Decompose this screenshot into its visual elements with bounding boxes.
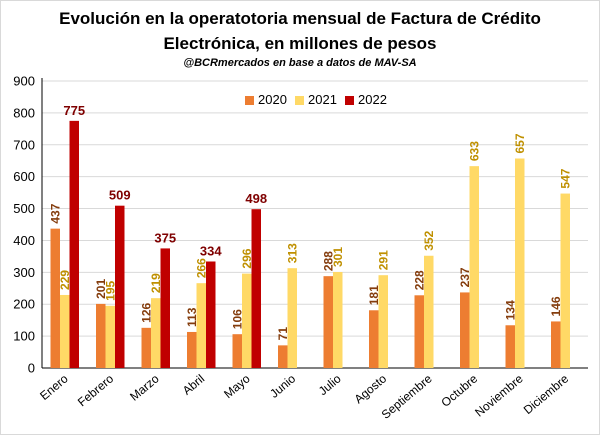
bar-2021-octubre [469,166,479,368]
data-label: 291 [376,250,390,270]
bar-2020-julio [323,276,333,368]
x-tick-label: Mayo [221,371,253,401]
bar-2020-mayo [232,334,242,368]
data-label: 288 [321,251,335,271]
data-label: 71 [276,327,290,341]
y-tick-label: 200 [13,297,35,312]
data-label: 237 [458,267,472,287]
y-tick-label: 100 [13,329,35,344]
bar-2020-octubre [460,292,470,368]
data-label: 498 [245,191,267,206]
bar-2020-enero [50,228,60,368]
y-tick-label: 300 [13,265,35,280]
x-tick-label: Septiembre [379,371,435,421]
legend-label-2022: 2022 [358,92,387,107]
data-label: 352 [422,230,436,250]
legend-swatch-2021 [295,96,304,105]
bar-2021-enero [60,294,70,368]
chart-subtitle: @BCRmercados en base a datos de MAV-SA [183,57,417,69]
bar-2021-abril [196,283,206,368]
data-label: 334 [200,243,222,258]
bar-2022-febrero [115,205,125,368]
x-tick-label: Agosto [352,371,390,406]
chart-title-line2: Electrónica, en millones de pesos [163,34,437,53]
data-label: 437 [48,203,62,223]
chart-title-line1: Evolución en la operatotoria mensual de … [59,9,541,28]
data-label: 296 [240,248,254,268]
x-tick-label: Diciembre [521,371,572,417]
y-tick-label: 500 [13,201,35,216]
data-label: 229 [58,270,72,290]
y-tick-label: 600 [13,169,35,184]
data-label: 509 [109,188,131,203]
y-tick-label: 700 [13,137,35,152]
bar-2022-mayo [251,209,261,368]
legend-swatch-2022 [345,96,354,105]
x-tick-label: Abril [180,372,207,398]
data-label: 375 [154,230,176,245]
bar-2021-agosto [378,275,388,368]
data-label: 126 [139,302,153,322]
legend-label-2020: 2020 [258,92,287,107]
x-tick-label: Julio [316,371,344,398]
data-label: 266 [194,258,208,278]
bar-2021-septiembre [424,255,434,368]
data-label: 301 [331,247,345,267]
data-label: 113 [185,307,199,327]
x-tick-label: Junio [267,371,298,400]
bar-2021-julio [333,272,343,368]
legend-label-2021: 2021 [308,92,337,107]
legend-swatch-2020 [245,96,254,105]
data-label: 219 [149,273,163,293]
y-tick-label: 900 [13,74,35,89]
bar-2021-febrero [105,305,115,368]
x-tick-label: Octubre [438,371,480,409]
data-label: 181 [367,285,381,305]
bar-2021-marzo [151,298,161,368]
y-tick-label: 400 [13,233,35,248]
data-label: 201 [94,279,108,299]
data-label: 146 [549,296,563,316]
bar-2021-diciembre [560,193,570,368]
bar-2020-diciembre [551,321,561,368]
bar-2022-enero [69,120,79,368]
data-label: 134 [503,300,517,320]
x-tick-label: Enero [37,371,71,403]
y-tick-label: 0 [28,361,35,376]
data-label: 633 [467,141,481,161]
bar-2020-noviembre [505,325,515,368]
data-label: 547 [558,168,572,188]
bar-2021-junio [287,268,297,368]
x-tick-label: Marzo [127,371,162,403]
x-tick-label: Noviembre [472,371,526,419]
data-label: 195 [103,280,117,300]
bar-2020-junio [278,345,288,368]
bar-2020-agosto [369,310,379,368]
y-tick-label: 800 [13,105,35,120]
bar-2020-abril [187,331,197,368]
x-tick-label: Febrero [75,371,116,409]
data-label: 775 [63,103,85,118]
bar-2022-abril [206,261,216,368]
bar-2020-febrero [96,303,106,368]
data-label: 657 [513,133,527,153]
bar-2020-marzo [141,327,151,368]
bar-2022-marzo [160,248,170,368]
data-label: 313 [285,243,299,263]
data-label: 228 [412,270,426,290]
bar-2021-mayo [242,273,252,368]
bar-2020-septiembre [414,295,424,368]
bar-2021-noviembre [515,158,525,368]
data-label: 106 [230,309,244,329]
